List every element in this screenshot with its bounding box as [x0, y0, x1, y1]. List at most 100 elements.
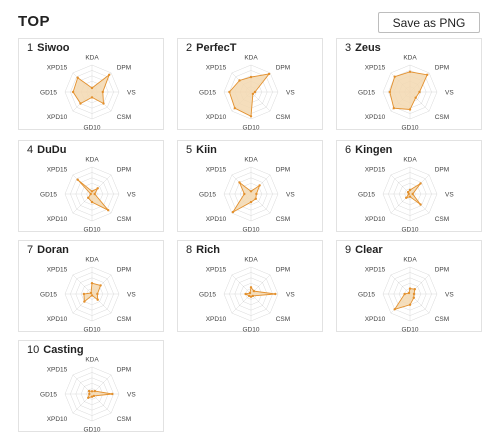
radar-data-point: [393, 75, 396, 78]
axis-label: KDA: [244, 54, 258, 61]
axis-label: GD10: [243, 124, 260, 131]
axis-label: GD10: [402, 226, 419, 233]
axis-label: KDA: [403, 156, 417, 163]
radar-data-point: [249, 75, 253, 79]
axis-label: XPD15: [365, 65, 386, 72]
radar-data-point: [90, 96, 94, 99]
radar-chart: KDA DPM VS CSM GD10 XPD10 GD15 XPD15: [199, 256, 295, 333]
radar-data-point: [101, 90, 105, 94]
radar-chart: KDA DPM VS CSM GD10 XPD10 GD15 XPD15: [358, 156, 454, 233]
player-name: Casting: [43, 344, 84, 356]
player-name: Siwoo: [37, 42, 70, 54]
axis-label: GD15: [199, 89, 216, 96]
radar-spoke: [250, 293, 271, 314]
player-rank: 2: [186, 42, 193, 54]
axis-label: VS: [445, 291, 454, 298]
radar-data-point: [96, 292, 99, 296]
radar-data-point: [93, 192, 96, 196]
radar-data-point: [90, 282, 94, 285]
axis-label: GD15: [199, 191, 216, 198]
axis-label: DPM: [276, 167, 290, 174]
radar-data-point: [255, 192, 258, 196]
radar-data-point: [412, 296, 415, 299]
player-card: 3 Zeus KDA DPM VS CSM GD10 XPD10 GD15 XPD15: [336, 38, 482, 131]
axis-label: GD10: [243, 226, 260, 233]
axis-label: VS: [286, 291, 295, 298]
radar-data-point: [238, 181, 241, 184]
axis-label: XPD10: [47, 316, 68, 323]
radar-data-area: [77, 179, 109, 211]
radar-data-point: [228, 90, 231, 94]
radar-data-point: [88, 392, 91, 396]
player-name: Kingen: [355, 144, 393, 156]
axis-label: KDA: [85, 356, 99, 363]
axis-label: CSM: [435, 216, 449, 223]
radar-data-point: [393, 308, 396, 311]
axis-label: CSM: [435, 316, 449, 323]
radar-data-point: [419, 203, 422, 206]
axis-label: DPM: [117, 167, 131, 174]
player-rank: 9: [345, 244, 352, 256]
radar-data-point: [76, 178, 79, 181]
radar-data-area: [228, 73, 271, 117]
axis-label: XPD15: [206, 267, 227, 274]
axis-label: VS: [127, 291, 136, 298]
axis-label: VS: [286, 191, 295, 198]
axis-label: XPD10: [365, 114, 386, 121]
axis-label: XPD15: [365, 267, 386, 274]
radar-data-point: [89, 192, 92, 196]
axis-label: GD10: [84, 226, 101, 233]
radar-data-point: [251, 294, 255, 298]
player-rank: 5: [186, 144, 193, 156]
radar-data-point: [252, 289, 256, 293]
radar-data-area: [393, 288, 416, 311]
axis-label: XPD10: [206, 114, 227, 121]
axis-label: VS: [127, 191, 136, 198]
radar-data-point: [108, 73, 111, 76]
player-card-title: 5 Kiin: [186, 144, 217, 156]
axis-label: VS: [127, 391, 136, 398]
radar-data-point: [71, 90, 75, 94]
radar-data-point: [253, 90, 257, 94]
radar-data-point: [251, 92, 255, 96]
axis-label: KDA: [244, 256, 258, 263]
radar-data-point: [408, 70, 412, 73]
radar-data-point: [408, 195, 412, 198]
axis-label: VS: [445, 89, 454, 96]
radar-data-point: [249, 200, 253, 204]
radar-spoke: [390, 174, 411, 195]
axis-label: DPM: [435, 167, 449, 174]
axis-label: XPD15: [206, 65, 227, 72]
save-as-png-button[interactable]: Save as PNG: [378, 12, 480, 33]
radar-data-point: [233, 107, 236, 110]
radar-data-point: [249, 115, 253, 118]
axis-label: XPD10: [206, 316, 227, 323]
axis-label: CSM: [117, 416, 131, 423]
player-card: 6 Kingen KDA DPM VS CSM GD10 XPD10 GD15 XPD15: [336, 140, 482, 233]
radar-data-area: [72, 73, 111, 105]
radar-data-point: [405, 196, 408, 199]
axis-label: GD15: [358, 291, 375, 298]
axis-label: XPD15: [47, 167, 68, 174]
radar-chart: KDA DPM VS CSM GD10 XPD10 GD15 XPD15: [40, 156, 136, 233]
radar-data-point: [249, 190, 253, 193]
radar-chart: KDA DPM VS CSM GD10 XPD10 GD15 XPD15: [358, 54, 454, 131]
radar-data-point: [254, 197, 257, 200]
player-card-title: 4 DuDu: [27, 144, 66, 156]
player-name: Doran: [37, 244, 69, 256]
axis-label: XPD15: [47, 367, 68, 374]
page-title: TOP: [18, 13, 51, 30]
axis-label: VS: [286, 89, 295, 96]
axis-label: KDA: [403, 256, 417, 263]
radar-data-point: [258, 184, 261, 187]
axis-label: XPD15: [206, 167, 227, 174]
player-name: Clear: [355, 244, 383, 256]
radar-data-point: [249, 286, 253, 289]
radar-data-point: [407, 291, 411, 295]
radar-spoke: [390, 274, 411, 295]
radar-chart: KDA DPM VS CSM GD10 XPD10 GD15 XPD15: [199, 156, 295, 233]
radar-data-point: [87, 396, 90, 399]
radar-data-point: [89, 291, 93, 295]
radar-data-point: [403, 292, 406, 296]
player-card-title: 8 Rich: [186, 244, 220, 256]
